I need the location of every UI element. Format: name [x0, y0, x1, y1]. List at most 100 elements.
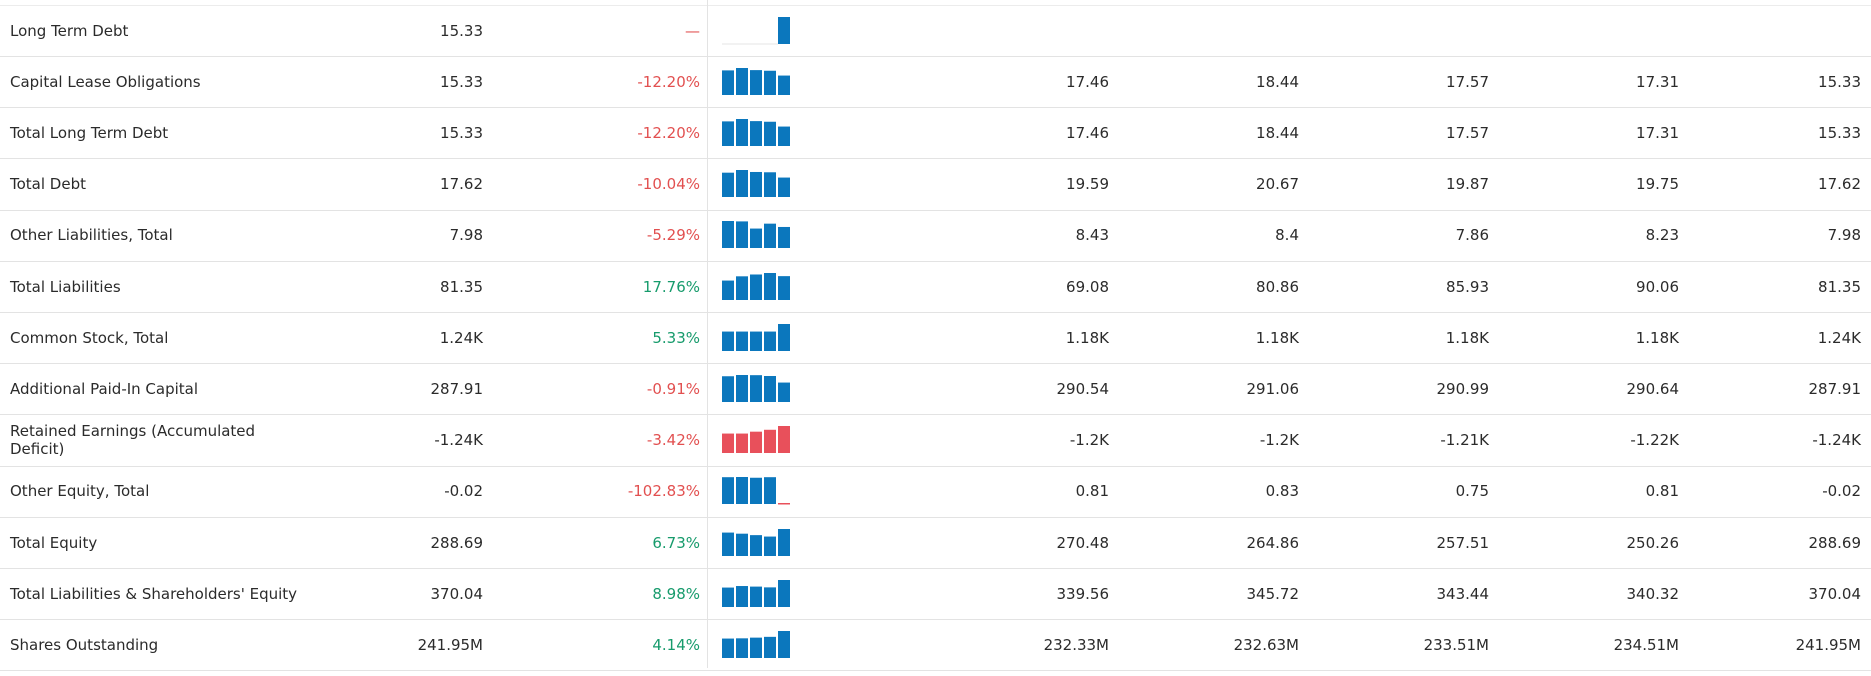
sparkline-bar-0 [722, 280, 734, 300]
period-value-3: 290.99 [1436, 379, 1490, 398]
sparkline-bar-0 [722, 70, 734, 95]
period-value-2: 18.44 [1256, 72, 1299, 91]
latest-value: 7.98 [449, 226, 483, 245]
sparkline-bar-2 [750, 478, 762, 505]
sparkline-bar-2 [750, 121, 762, 146]
period-value-3: 85.93 [1446, 277, 1489, 296]
period-value-1: 19.59 [1066, 175, 1109, 194]
period-value-4: 8.23 [1645, 226, 1679, 245]
period-value-4: 234.51M [1613, 635, 1679, 654]
table-row[interactable]: Total Liabilities 81.35 17.76% 69.08 80.86 85… [0, 261, 1871, 313]
sparkline-bar-4 [778, 227, 790, 249]
table-row[interactable]: Additional Paid-In Capital 287.91 -0.91% 29… [0, 363, 1871, 416]
period-value-5 [1691, 5, 1861, 56]
sparkline [722, 568, 792, 619]
period-value-2: 20.67 [1256, 175, 1299, 194]
sparkline-bar-2 [750, 637, 762, 658]
sparkline-bar-4 [778, 528, 790, 556]
change-percent: 8.98% [652, 584, 700, 603]
period-value-1: 17.46 [1066, 72, 1109, 91]
row-label: Total Equity [10, 533, 98, 552]
column-divider [707, 0, 708, 668]
sparkline-bar-4 [778, 126, 790, 146]
period-value-3: 17.57 [1446, 72, 1489, 91]
sparkline-bar-3 [764, 121, 776, 146]
sparkline-bar-0 [722, 376, 734, 402]
period-value-4: 1.18K [1635, 328, 1679, 347]
sparkline [722, 210, 792, 261]
row-label: Long Term Debt [10, 21, 129, 40]
sparkline-bar-0 [722, 221, 734, 249]
table-row[interactable]: Shares Outstanding 241.95M 4.14% 232.33M 232… [0, 619, 1871, 672]
change-percent: -12.20% [637, 72, 700, 91]
row-label: Other Equity, Total [10, 482, 150, 501]
period-value-1: 0.81 [1075, 482, 1109, 501]
sparkline-bar-1 [736, 638, 748, 658]
period-value-5: 15.33 [1818, 123, 1861, 142]
sparkline-bar-3 [764, 477, 776, 505]
change-percent: 17.76% [642, 277, 700, 296]
period-value-1 [939, 5, 1109, 56]
row-label: Total Long Term Debt [10, 123, 169, 142]
table-row[interactable]: Total Equity 288.69 6.73% 270.48 264.86 257.5… [0, 517, 1871, 569]
change-percent: -12.20% [637, 123, 700, 142]
sparkline-bar-4 [778, 16, 790, 44]
row-label: Other Liabilities, Total [10, 226, 173, 245]
row-label: Capital Lease Obligations [10, 72, 201, 91]
sparkline-bar-4 [778, 426, 790, 454]
period-value-1: 69.08 [1066, 277, 1109, 296]
table-row[interactable]: Total Long Term Debt 15.33 -12.20% 17.46 18.… [0, 107, 1871, 160]
period-value-5: 17.62 [1818, 175, 1861, 194]
period-value-2: 264.86 [1246, 533, 1300, 552]
period-value-5: 241.95M [1795, 635, 1861, 654]
row-label: Additional Paid-In Capital [10, 379, 199, 398]
latest-value: 81.35 [440, 277, 483, 296]
sparkline-bar-3 [764, 172, 776, 198]
row-label: Total Debt [10, 175, 86, 194]
latest-value: 15.33 [440, 21, 483, 40]
table-row[interactable]: Other Equity, Total -0.02 -102.83% 0.81 0.83… [0, 466, 1871, 518]
sparkline-bar-2 [750, 375, 762, 402]
sparkline-bar-4 [778, 579, 790, 607]
sparkline-chart [722, 528, 790, 556]
change-percent: 6.73% [652, 533, 700, 552]
sparkline-bar-4 [778, 275, 790, 300]
sparkline-chart [722, 67, 790, 95]
sparkline-bar-0 [722, 638, 734, 658]
period-value-2: -1.2K [1259, 431, 1299, 450]
period-value-2: 18.44 [1256, 123, 1299, 142]
sparkline-bar-3 [764, 429, 776, 454]
sparkline-chart [722, 118, 790, 146]
sparkline-bar-1 [736, 118, 748, 146]
period-value-1: 290.54 [1056, 379, 1110, 398]
sparkline-chart [722, 323, 790, 351]
table-row[interactable]: Long Term Debt 15.33 — [0, 5, 1871, 57]
sparkline [722, 56, 792, 107]
sparkline [722, 5, 792, 56]
row-label: Shares Outstanding [10, 635, 159, 654]
table-row[interactable]: Other Liabilities, Total 7.98 -5.29% 8.43 8.… [0, 210, 1871, 262]
sparkline-bar-2 [750, 586, 762, 607]
latest-value: -0.02 [444, 482, 483, 501]
table-row[interactable]: Total Debt 17.62 -10.04% 19.59 20.67 19.87 19.… [0, 159, 1871, 211]
table-row[interactable]: Total Liabilities & Shareholders' Equity… [0, 568, 1871, 621]
sparkline [722, 619, 792, 670]
period-value-5: 81.35 [1818, 277, 1861, 296]
sparkline-chart [722, 221, 790, 249]
change-percent: -0.91% [646, 379, 700, 398]
row-label: Common Stock, Total [10, 328, 169, 347]
sparkline-bar-3 [764, 375, 776, 402]
table-row[interactable]: Retained Earnings (Accumulated Deficit) -… [0, 415, 1871, 467]
period-value-5: 1.24K [1817, 328, 1861, 347]
latest-value: 288.69 [430, 533, 484, 552]
period-value-4: -1.22K [1630, 431, 1679, 450]
change-percent: -102.83% [627, 482, 700, 501]
top-divider [0, 5, 1871, 6]
change-percent: 4.14% [652, 635, 700, 654]
period-value-2: 1.18K [1255, 328, 1299, 347]
sparkline-bar-3 [764, 331, 776, 351]
row-label: Total Liabilities [10, 277, 121, 296]
table-row[interactable]: Common Stock, Total 1.24K 5.33% 1.18K 1.18K 1… [0, 312, 1871, 365]
sparkline-chart [722, 426, 790, 454]
table-row[interactable]: Capital Lease Obligations 15.33 -12.20% 17.… [0, 56, 1871, 109]
